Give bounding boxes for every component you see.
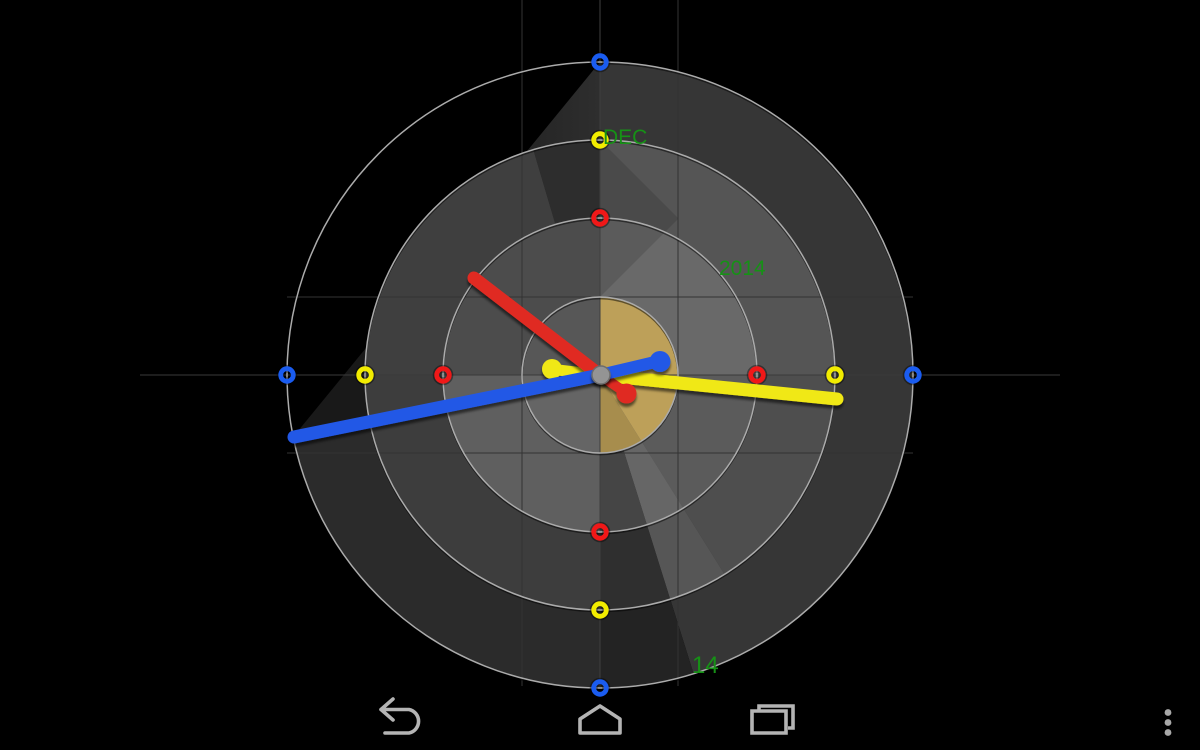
ring-outer	[286, 61, 914, 689]
yellow-hand-main	[593, 368, 844, 406]
clock-hands	[287, 271, 844, 444]
hub-sector-gray-a	[522, 375, 600, 453]
marker-red-bottom	[591, 523, 609, 541]
overflow-dot-2	[1164, 719, 1172, 726]
back-icon	[379, 697, 421, 735]
ring-hub	[521, 296, 679, 454]
hub-tan-sector-dark	[600, 375, 642, 453]
recents-icon	[750, 704, 795, 735]
blue-hand-counterweight	[649, 351, 671, 372]
marker-yellow-top	[591, 131, 609, 149]
overflow-button[interactable]	[1164, 709, 1172, 736]
home-button[interactable]	[578, 704, 622, 735]
red-hand-main	[467, 271, 607, 382]
marker-yellow-right	[826, 366, 844, 384]
marker-yellow-left	[356, 366, 374, 384]
month-label: DEC	[603, 126, 647, 149]
ring-inner	[442, 217, 758, 533]
marker-red-right	[748, 366, 766, 384]
blue-hand-main	[287, 368, 607, 444]
marker-red-top	[591, 209, 609, 227]
year-label: 2014	[719, 257, 766, 280]
marker-blue-left	[278, 366, 296, 384]
marker-yellow-bottom	[591, 601, 609, 619]
marker-blue-right	[904, 366, 922, 384]
overflow-dot-1	[1164, 709, 1172, 716]
month-notch	[600, 140, 679, 297]
yellow-hand-counterweight	[542, 359, 562, 379]
navigation-bar	[379, 697, 1172, 736]
rings	[286, 61, 914, 691]
day-label: 14	[692, 652, 719, 679]
marker-blue-top	[591, 53, 609, 71]
date-labels: DEC 2014 14	[603, 126, 766, 679]
recents-button[interactable]	[750, 704, 795, 735]
marker-blue-bottom	[591, 679, 609, 697]
overflow-dot-3	[1164, 729, 1172, 736]
ring-markers	[276, 51, 924, 699]
ring-month	[364, 139, 836, 611]
back-button[interactable]	[379, 697, 421, 735]
marker-red-left	[434, 366, 452, 384]
red-hand-counterweight	[616, 383, 637, 404]
center-dot	[591, 365, 611, 385]
home-icon	[578, 704, 622, 735]
